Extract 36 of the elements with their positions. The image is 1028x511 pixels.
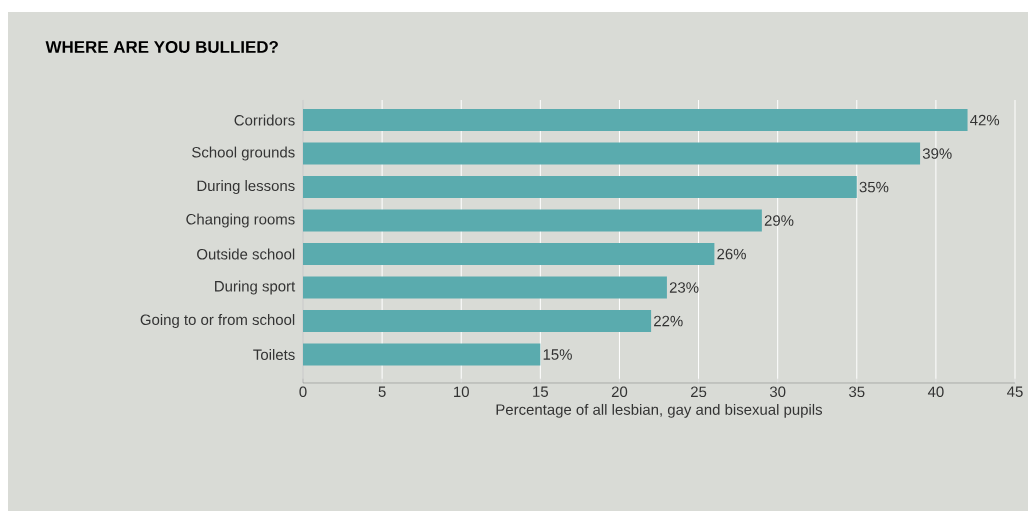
bar <box>303 276 667 299</box>
y-tick-label: Corridors <box>234 114 295 126</box>
bar <box>303 343 541 366</box>
data-label: 42% <box>970 114 1000 126</box>
x-tick-label: 15 <box>533 386 549 397</box>
bar <box>303 142 921 165</box>
y-tick-label: Changing rooms <box>186 213 295 228</box>
x-tick-label: 10 <box>454 386 469 398</box>
bar <box>303 176 857 199</box>
y-tick-label: Toilets <box>253 349 295 360</box>
y-tick-label: During sport <box>215 280 296 295</box>
y-tick-label: During lessons <box>197 180 295 195</box>
bar <box>303 310 652 333</box>
data-label: 29% <box>764 215 794 226</box>
y-tick-label: Going to or from school <box>140 314 295 328</box>
x-tick-label: 30 <box>769 386 786 398</box>
x-axis-title: Percentage of all lesbian, gay and bisexual pupils <box>496 403 823 418</box>
data-label: 23% <box>669 282 699 293</box>
data-label: 39% <box>922 148 952 159</box>
text: WHERE ARE YOU BULLIED? <box>45 40 278 53</box>
y-tick-label: School grounds <box>192 146 295 161</box>
bar <box>303 209 762 232</box>
y-tick-label: Outside school <box>197 248 295 260</box>
bar <box>303 243 715 266</box>
x-tick-label: 25 <box>691 386 707 398</box>
x-tick-label: 35 <box>849 386 865 398</box>
data-label: 22% <box>654 315 683 327</box>
data-label: 26% <box>717 248 746 260</box>
x-tick-label: 40 <box>927 386 944 398</box>
x-tick-label: 45 <box>1007 386 1023 397</box>
bar <box>303 109 968 132</box>
x-tick-label: 20 <box>611 386 628 398</box>
x-tick-label: 0 <box>299 386 307 398</box>
data-label: 35% <box>859 181 889 193</box>
x-tick-label: 5 <box>378 386 386 397</box>
data-label: 15% <box>543 349 572 360</box>
